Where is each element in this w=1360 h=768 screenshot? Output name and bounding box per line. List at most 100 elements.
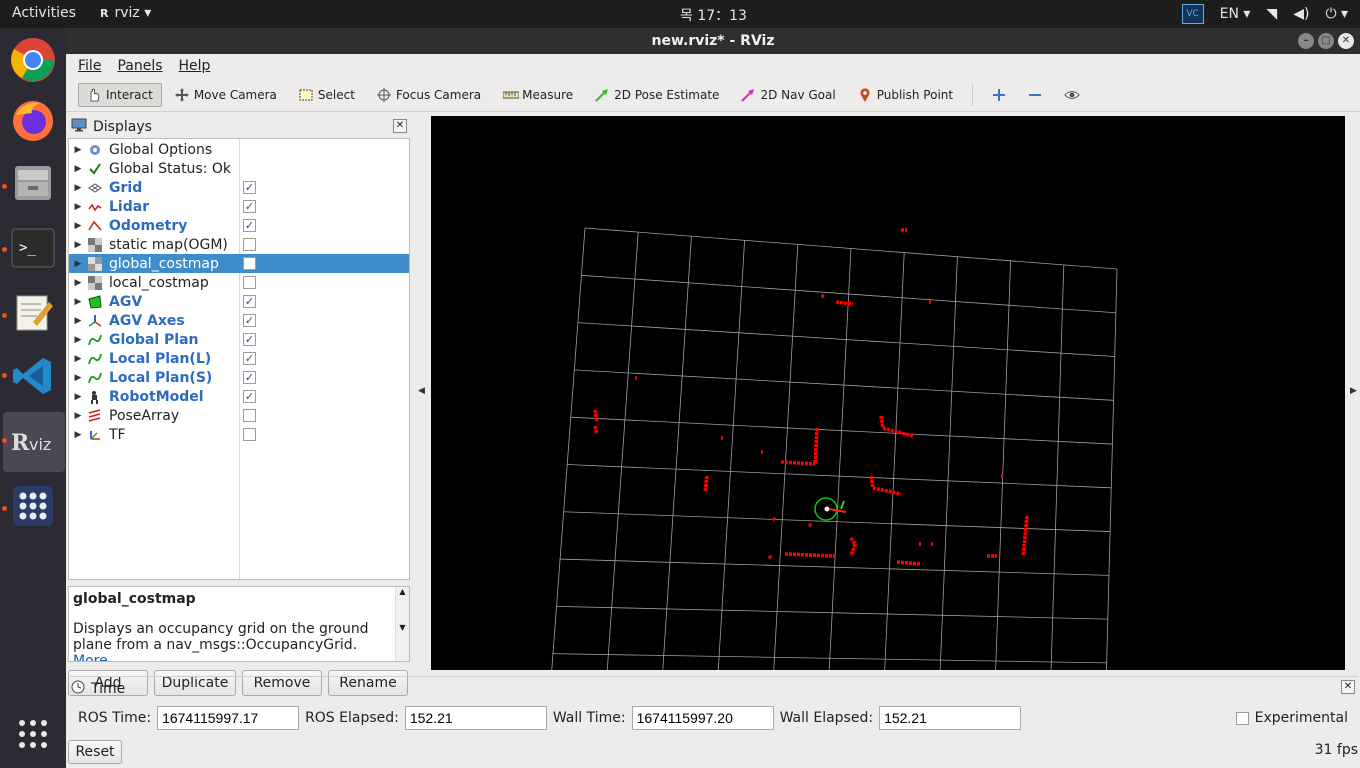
display-item-tf[interactable]: ▶ TF: [69, 425, 409, 444]
expand-arrow-icon[interactable]: ▶: [74, 163, 82, 174]
close-icon[interactable]: ✕: [1338, 33, 1354, 49]
display-item-agv-axes[interactable]: ▶ AGV Axes ✓: [69, 311, 409, 330]
enable-checkbox[interactable]: [243, 238, 256, 251]
clock[interactable]: 목 17：13: [680, 8, 747, 24]
enable-checkbox[interactable]: ✓: [243, 314, 256, 327]
expand-arrow-icon[interactable]: ▶: [74, 353, 82, 364]
collapse-left-arrow[interactable]: ◀: [418, 386, 425, 396]
wall-time-field[interactable]: [631, 706, 774, 730]
enable-checkbox[interactable]: ✓: [243, 333, 256, 346]
apps-icon[interactable]: [9, 482, 57, 530]
focus-camera-tool-button[interactable]: Focus Camera: [368, 83, 490, 107]
render-viewport[interactable]: [431, 116, 1345, 708]
display-item-global-status-ok[interactable]: ▶ Global Status: Ok: [69, 159, 409, 178]
expand-arrow-icon[interactable]: ▶: [74, 201, 82, 212]
pose-estimate-tool-button[interactable]: 2D Pose Estimate: [586, 83, 728, 107]
publish-point-tool-button[interactable]: Publish Point: [849, 83, 962, 107]
files-icon[interactable]: [9, 158, 57, 206]
vscode-icon[interactable]: [9, 352, 57, 400]
enable-checkbox[interactable]: ✓: [243, 371, 256, 384]
display-item-static-map-ogm[interactable]: ▶ static map(OGM): [69, 235, 409, 254]
enable-checkbox[interactable]: ✓: [243, 181, 256, 194]
display-item-global-plan[interactable]: ▶ Global Plan ✓: [69, 330, 409, 349]
enable-checkbox[interactable]: ✓: [243, 352, 256, 365]
enable-checkbox[interactable]: ✓: [243, 390, 256, 403]
reset-button[interactable]: Reset: [68, 740, 122, 764]
maximize-icon[interactable]: □: [1318, 33, 1334, 49]
activities-button[interactable]: Activities: [12, 5, 76, 21]
display-item-odometry[interactable]: ▶ Odometry ✓: [69, 216, 409, 235]
expand-arrow-icon[interactable]: ▶: [74, 182, 82, 193]
display-item-grid[interactable]: ▶ Grid ✓: [69, 178, 409, 197]
measure-tool-button[interactable]: Measure: [494, 83, 582, 107]
language-indicator[interactable]: EN ▾: [1219, 6, 1251, 22]
expand-arrow-icon[interactable]: ▶: [74, 372, 82, 383]
collapse-right-arrow[interactable]: ▶: [1350, 386, 1357, 396]
running-indicator: [2, 373, 7, 378]
display-item-robotmodel[interactable]: ▶ RobotModel ✓: [69, 387, 409, 406]
expand-arrow-icon[interactable]: ▶: [74, 144, 82, 155]
add-tool-button[interactable]: [983, 83, 1015, 107]
display-item-global-options[interactable]: ▶ Global Options: [69, 140, 409, 159]
window-titlebar[interactable]: new.rviz* - RViz – □ ✕: [66, 28, 1360, 54]
experimental-checkbox[interactable]: Experimental: [1235, 710, 1348, 726]
menu-panels[interactable]: Panels: [117, 58, 163, 74]
remove-tool-button[interactable]: [1019, 83, 1051, 107]
text-editor-icon[interactable]: [9, 288, 57, 336]
view-options-button[interactable]: [1055, 83, 1087, 107]
network-icon[interactable]: ◥: [1266, 6, 1278, 22]
expand-arrow-icon[interactable]: ▶: [74, 315, 82, 326]
vc-indicator-icon[interactable]: VC: [1181, 4, 1204, 24]
enable-checkbox[interactable]: [243, 257, 256, 270]
terminal-icon[interactable]: >_: [9, 224, 57, 272]
expand-arrow-icon[interactable]: ▶: [74, 258, 82, 269]
enable-checkbox[interactable]: ✓: [243, 295, 256, 308]
display-item-lidar[interactable]: ▶ Lidar ✓: [69, 197, 409, 216]
nav-goal-tool-button[interactable]: 2D Nav Goal: [732, 83, 844, 107]
experimental-box[interactable]: [1235, 711, 1249, 725]
expand-arrow-icon[interactable]: ▶: [74, 391, 82, 402]
ros-elapsed-field[interactable]: [404, 706, 547, 730]
enable-checkbox[interactable]: [243, 276, 256, 289]
display-item-agv[interactable]: ▶ AGV ✓: [69, 292, 409, 311]
enable-checkbox[interactable]: ✓: [243, 200, 256, 213]
menu-file[interactable]: File: [78, 58, 102, 74]
volume-icon[interactable]: ◀): [1293, 6, 1310, 22]
rename-button[interactable]: Rename: [328, 670, 408, 696]
enable-checkbox[interactable]: ✓: [243, 219, 256, 232]
display-item-local-plan-s[interactable]: ▶ Local Plan(S) ✓: [69, 368, 409, 387]
remove-button[interactable]: Remove: [242, 670, 322, 696]
display-item-local-plan-l[interactable]: ▶ Local Plan(L) ✓: [69, 349, 409, 368]
select-tool-button[interactable]: Select: [290, 83, 364, 107]
expand-arrow-icon[interactable]: ▶: [74, 296, 82, 307]
expand-arrow-icon[interactable]: ▶: [74, 429, 82, 440]
expand-arrow-icon[interactable]: ▶: [74, 277, 82, 288]
expand-arrow-icon[interactable]: ▶: [74, 220, 82, 231]
display-item-global-costmap[interactable]: ▶ global_costmap: [69, 254, 409, 273]
expand-arrow-icon[interactable]: ▶: [74, 334, 82, 345]
display-item-local-costmap[interactable]: ▶ local_costmap: [69, 273, 409, 292]
close-time-panel-icon[interactable]: ✕: [1341, 680, 1355, 694]
ros-time-field[interactable]: [157, 706, 300, 730]
move-camera-tool-button[interactable]: Move Camera: [166, 83, 286, 107]
interact-tool-button[interactable]: Interact: [78, 82, 162, 107]
chrome-icon[interactable]: [9, 36, 57, 84]
enable-checkbox[interactable]: [243, 428, 256, 441]
expand-arrow-icon[interactable]: ▶: [74, 410, 82, 421]
more-link[interactable]: More: [73, 653, 108, 662]
minimize-icon[interactable]: –: [1298, 33, 1314, 49]
close-panel-icon[interactable]: ✕: [393, 119, 407, 133]
expand-arrow-icon[interactable]: ▶: [74, 239, 82, 250]
firefox-icon[interactable]: [9, 96, 57, 144]
display-item-posearray[interactable]: ▶ PoseArray: [69, 406, 409, 425]
enable-checkbox[interactable]: [243, 409, 256, 422]
power-icon[interactable]: ⏻ ▾: [1325, 6, 1348, 22]
duplicate-button[interactable]: Duplicate: [154, 670, 236, 696]
polygon-icon: [87, 294, 103, 310]
description-scrollbar[interactable]: ▲ ▼: [395, 587, 409, 661]
show-applications-icon[interactable]: [9, 710, 57, 758]
wall-elapsed-field[interactable]: [879, 706, 1022, 730]
menu-help[interactable]: Help: [178, 58, 211, 74]
